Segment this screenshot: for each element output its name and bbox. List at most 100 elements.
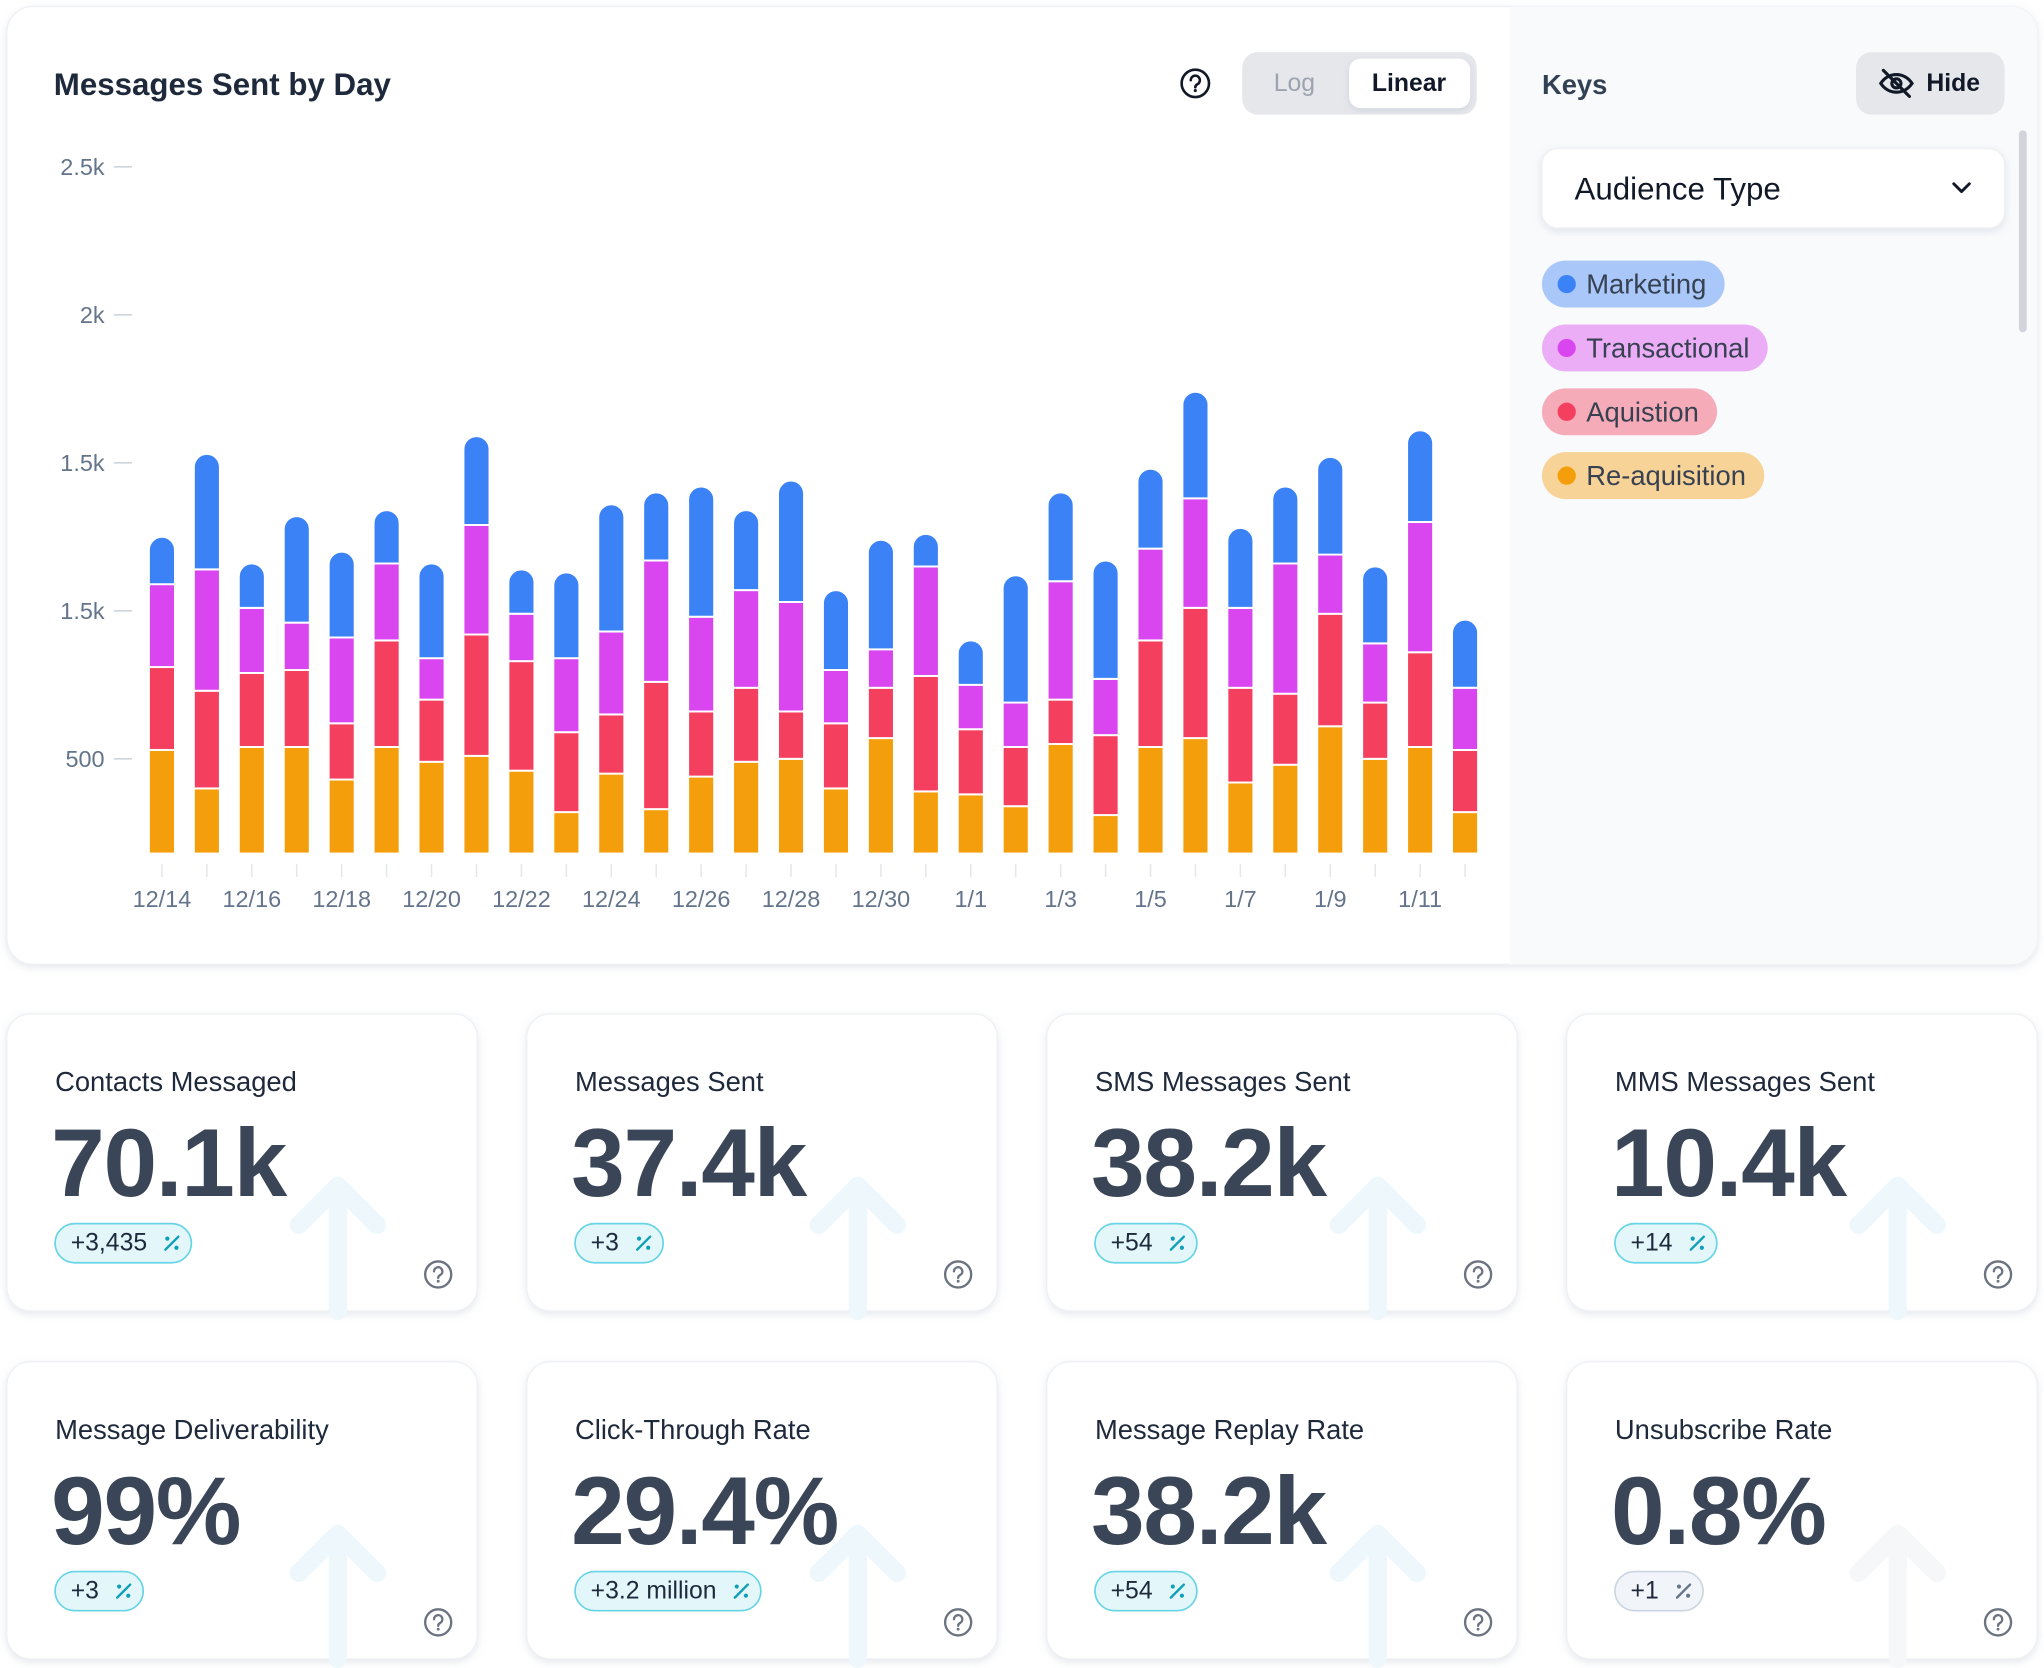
bar-segment xyxy=(1001,805,1030,855)
x-tick-label: 12/22 xyxy=(492,886,551,912)
bar-segment xyxy=(237,606,266,674)
trend-arrow xyxy=(1329,1524,1426,1668)
legend-dot xyxy=(1557,466,1576,485)
bar-segment xyxy=(372,509,401,565)
help-dot xyxy=(1476,1627,1480,1631)
bar-segment xyxy=(687,710,716,778)
help-mark xyxy=(952,1613,964,1627)
bar-segment xyxy=(821,589,850,671)
stat-card: Unsubscribe Rate 0.8% +1 xyxy=(1566,1361,2038,1668)
help-mark xyxy=(952,1266,964,1280)
help-icon[interactable] xyxy=(943,1608,973,1637)
bar-segment xyxy=(1406,651,1435,748)
bar-segment xyxy=(956,639,985,686)
help-icon[interactable] xyxy=(1463,1260,1493,1289)
help-icon[interactable] xyxy=(1983,1608,2013,1637)
audience-dropdown[interactable] xyxy=(1541,147,2006,229)
bar-segment xyxy=(1001,701,1030,748)
legend-label: Transactional xyxy=(1586,332,1749,363)
help-circle xyxy=(1463,1608,1493,1637)
bar-segment xyxy=(1046,491,1075,583)
change-badge xyxy=(1094,1222,1198,1264)
card-value: 37.4k xyxy=(571,1110,807,1217)
bar-segment xyxy=(192,787,221,855)
change-value: +1 xyxy=(1631,1578,1659,1605)
trend-arrow xyxy=(1329,1176,1426,1321)
trend-arrow xyxy=(289,1524,387,1668)
card-value: 38.2k xyxy=(1091,1458,1327,1565)
bar-segment xyxy=(1451,748,1480,814)
card-label: Message Replay Rate xyxy=(1095,1414,1364,1445)
bar-segment xyxy=(1001,574,1030,704)
bar-segment xyxy=(192,689,221,790)
bar-segment xyxy=(866,737,895,855)
bar-segment xyxy=(1406,746,1435,855)
legend-item[interactable]: Aquistion xyxy=(1541,388,1718,436)
bar-segment xyxy=(462,633,491,757)
percent-dot xyxy=(734,1584,739,1589)
bar-segment xyxy=(1001,746,1030,808)
keys-title: Keys xyxy=(1542,69,1607,100)
percent-dot xyxy=(743,1593,748,1598)
bar-segment xyxy=(147,748,176,855)
bar-segment xyxy=(1046,698,1075,745)
card-value: 10.4k xyxy=(1611,1110,1847,1217)
legend-pill xyxy=(1541,324,1768,372)
x-tick-label: 12/26 xyxy=(672,886,731,912)
change-value: +54 xyxy=(1111,1578,1153,1605)
percent-icon xyxy=(635,1235,652,1251)
bar-segment xyxy=(507,660,536,772)
legend-pill xyxy=(1541,260,1725,308)
hide-button[interactable] xyxy=(1856,52,2005,115)
bar-segment xyxy=(911,790,940,855)
bar-segment xyxy=(462,523,491,636)
legend-item[interactable]: Re-aquisition xyxy=(1541,452,1765,500)
bar-segment xyxy=(1361,565,1390,645)
card-label: Unsubscribe Rate xyxy=(1615,1414,1832,1445)
bar-segment xyxy=(911,532,940,568)
trend-arrow xyxy=(1849,1176,1946,1321)
bar-segment xyxy=(1271,763,1300,855)
percent-icon xyxy=(1169,1235,1186,1251)
bar-segment xyxy=(372,746,401,855)
bar-segment xyxy=(1226,686,1255,784)
x-tick-label: 12/28 xyxy=(762,886,821,912)
bar-segment xyxy=(1316,553,1345,615)
help-icon[interactable] xyxy=(423,1608,453,1637)
bar-segment xyxy=(1046,743,1075,855)
card-value: 29.4% xyxy=(571,1458,838,1565)
bar-segment xyxy=(821,669,850,725)
toggle-option[interactable]: Log xyxy=(1274,70,1315,97)
bar-segment xyxy=(1136,467,1165,550)
legend-item[interactable]: Marketing xyxy=(1541,260,1725,308)
change-badge xyxy=(1614,1570,1704,1612)
bar-segment xyxy=(282,669,311,748)
x-tick-label: 12/18 xyxy=(312,886,371,912)
stat-card: SMS Messages Sent 38.2k +54 xyxy=(1046,1013,1518,1321)
trend-arrow xyxy=(809,1524,907,1668)
help-icon[interactable] xyxy=(1983,1260,2013,1289)
help-icon[interactable] xyxy=(1180,68,1211,99)
trend-arrow xyxy=(1849,1524,1946,1668)
help-icon[interactable] xyxy=(943,1260,973,1289)
bar-segment xyxy=(1451,686,1480,751)
legend-pill xyxy=(1541,388,1718,436)
bar-segment xyxy=(1136,746,1165,855)
bar-segment xyxy=(282,621,311,671)
legend-item[interactable]: Transactional xyxy=(1541,324,1768,372)
legend-label: Re-aquisition xyxy=(1586,460,1746,491)
bar-segment xyxy=(372,639,401,748)
help-circle xyxy=(423,1608,453,1637)
bar-segment xyxy=(687,775,716,855)
help-icon[interactable] xyxy=(423,1260,453,1289)
bar-segment xyxy=(732,589,761,689)
card-label: MMS Messages Sent xyxy=(1615,1066,1875,1097)
bar-segment xyxy=(417,698,446,763)
bar-segment xyxy=(147,583,176,669)
toggle-option[interactable]: Linear xyxy=(1372,70,1447,97)
percent-slash xyxy=(1675,1583,1692,1599)
help-icon[interactable] xyxy=(1463,1608,1493,1637)
help-dot xyxy=(956,1279,960,1283)
bar-segment xyxy=(1406,521,1435,654)
bar-segment xyxy=(1316,612,1345,728)
